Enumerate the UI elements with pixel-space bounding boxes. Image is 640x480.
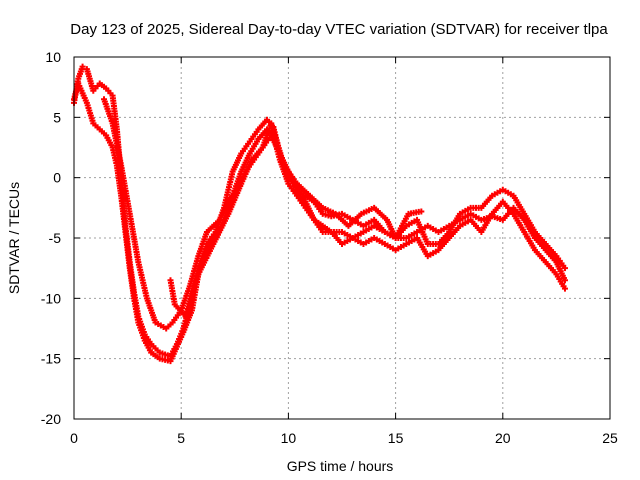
y-tick-label: 5 [53,109,61,125]
x-axis-title: GPS time / hours [287,458,394,474]
y-tick-label: -20 [41,411,61,427]
data-points [71,63,568,365]
y-axis: -20 -15 -10 -5 0 5 10 [41,49,610,427]
chart-title: Day 123 of 2025, Sidereal Day-to-day VTE… [70,21,608,38]
data-point [418,208,425,215]
y-tick-label: 10 [45,49,61,65]
y-tick-label: -5 [49,230,62,246]
data-point [561,265,568,272]
y-axis-title: SDTVAR / TECUs [6,182,22,294]
x-tick-label: 20 [495,430,511,446]
data-point [79,63,86,70]
x-tick-label: 25 [602,430,618,446]
series-track-c [101,96,568,332]
y-tick-label: 0 [53,170,61,186]
y-tick-label: -15 [41,351,61,367]
y-tick-label: -10 [41,290,61,306]
x-tick-label: 5 [177,430,185,446]
x-tick-label: 0 [70,430,78,446]
series-track-b [71,80,568,365]
x-tick-label: 10 [281,430,297,446]
x-axis: 0 5 10 15 20 25 [70,57,618,446]
x-tick-label: 15 [388,430,404,446]
data-point [561,285,568,292]
series-track-d [167,120,425,320]
data-point [561,277,568,284]
